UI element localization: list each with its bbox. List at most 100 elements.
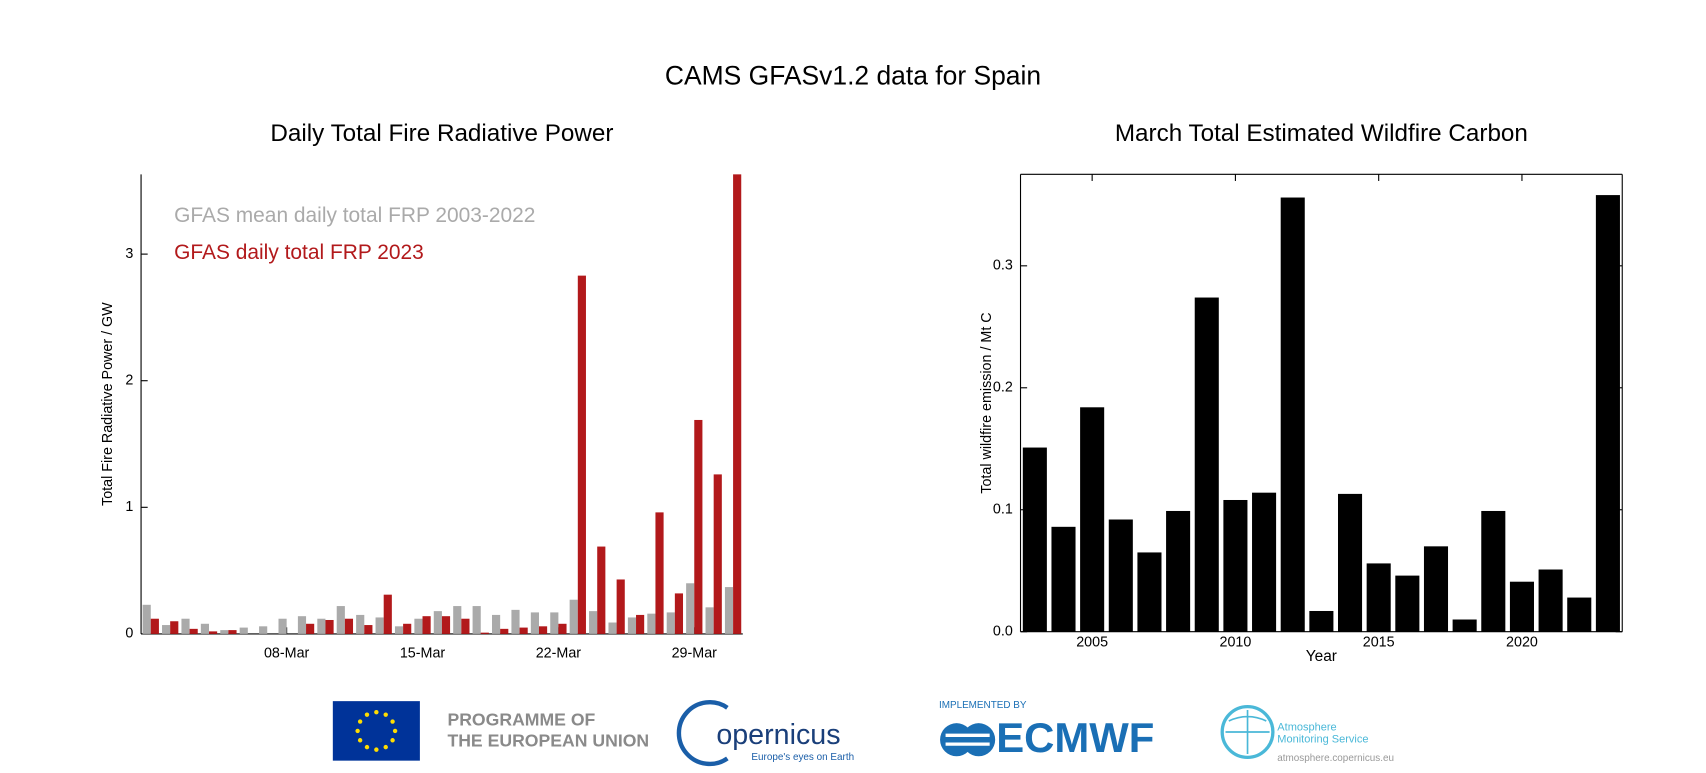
- chart-title: March Total Estimated Wildfire Carbon: [1115, 120, 1528, 147]
- bar: [162, 625, 171, 634]
- eu-text: PROGRAMME OF: [447, 710, 595, 730]
- y-tick-label: 0: [125, 626, 133, 642]
- bar: [705, 607, 714, 634]
- bar: [403, 623, 412, 634]
- bar: [228, 630, 237, 634]
- bar: [383, 594, 392, 634]
- copernicus-swoosh: [676, 700, 729, 767]
- bar: [317, 618, 326, 634]
- eu-star: [374, 747, 379, 752]
- cams-globe: [1220, 704, 1275, 759]
- cams-text: Monitoring Service: [1277, 734, 1368, 746]
- bar: [200, 623, 210, 634]
- eu-star: [390, 738, 395, 743]
- bar: [500, 628, 509, 634]
- bar: [278, 618, 287, 634]
- bar: [569, 599, 578, 634]
- eu-star: [364, 744, 370, 750]
- bar: [538, 626, 548, 634]
- bar: [608, 622, 617, 634]
- eu-star: [357, 719, 363, 724]
- bar: [1395, 575, 1420, 632]
- y-axis-label: Total wildfire emission / Mt C: [979, 312, 995, 493]
- bar: [472, 606, 481, 634]
- bar: [461, 618, 470, 634]
- eu-stars: [355, 709, 398, 752]
- x-tick-label: 22-Mar: [536, 646, 582, 662]
- bar: [189, 628, 198, 634]
- bar: [297, 616, 307, 634]
- bar: [492, 614, 501, 634]
- bar: [558, 623, 567, 634]
- bar: [655, 512, 664, 634]
- x-tick-label: 15-Mar: [400, 646, 446, 662]
- bar: [325, 619, 334, 634]
- eu-star: [364, 712, 370, 717]
- bar: [647, 613, 656, 634]
- bar: [239, 627, 248, 634]
- ecmwf-implemented: IMPLEMENTED BY: [939, 700, 1027, 711]
- bar: [1080, 407, 1105, 632]
- bar: [1166, 510, 1191, 632]
- bar: [627, 617, 637, 634]
- bar: [150, 618, 159, 634]
- bar: [589, 611, 598, 634]
- bar: [1223, 499, 1248, 632]
- bar: [453, 606, 462, 634]
- bar: [414, 618, 423, 634]
- y-tick-label: 0.1: [993, 502, 1013, 518]
- bar: [394, 626, 404, 634]
- legend-label: GFAS mean daily total FRP 2003-2022: [174, 204, 535, 227]
- bar: [1452, 619, 1477, 632]
- footer: PROGRAMME OF THE EUROPEAN UNION opernicu…: [332, 700, 1394, 767]
- bar: [1538, 569, 1563, 632]
- bar: [1595, 195, 1620, 632]
- ecmwf-logo: ECMWF: [996, 714, 1154, 761]
- bar: [356, 614, 365, 634]
- eu-star: [374, 709, 379, 715]
- bar: [433, 611, 442, 634]
- bar: [724, 587, 734, 634]
- copernicus-logo: opernicus: [716, 719, 840, 751]
- bar: [519, 627, 528, 634]
- bar: [1509, 581, 1534, 632]
- bar: [220, 630, 229, 634]
- bar: [550, 612, 559, 634]
- eu-text: THE EUROPEAN UNION: [447, 731, 649, 751]
- bar: [480, 632, 489, 634]
- bar: [441, 616, 451, 634]
- cams-url: atmosphere.copernicus.eu: [1277, 753, 1394, 764]
- x-tick-label: 29-Mar: [672, 646, 718, 662]
- bar: [306, 623, 315, 634]
- bar: [1366, 563, 1391, 632]
- y-tick-label: 1: [125, 499, 133, 515]
- x-tick-label: 08-Mar: [264, 646, 310, 662]
- copernicus-tagline: Europe's eyes on Earth: [751, 752, 854, 763]
- bar: [1567, 597, 1592, 632]
- bar: [375, 617, 384, 634]
- bar: [1280, 197, 1305, 632]
- x-tick-label: 2010: [1219, 635, 1251, 651]
- ecmwf-mark: [945, 733, 990, 746]
- bar: [686, 583, 695, 634]
- bar: [1252, 492, 1277, 632]
- bar: [597, 546, 606, 634]
- ecmwf-mark: [962, 723, 996, 757]
- y-tick-label: 0.3: [993, 258, 1013, 274]
- bar: [1022, 447, 1047, 632]
- bar: [1194, 297, 1219, 632]
- bar: [1137, 552, 1162, 632]
- bar: [422, 616, 431, 634]
- y-tick-label: 3: [125, 246, 133, 262]
- bar: [694, 419, 703, 634]
- bar: [259, 626, 268, 634]
- bar: [1337, 493, 1363, 632]
- bar: [170, 621, 179, 634]
- bar: [1051, 526, 1076, 632]
- cams-globe: [1225, 709, 1270, 755]
- bar: [530, 612, 539, 634]
- bar: [1108, 519, 1133, 632]
- bar: [181, 618, 190, 634]
- bar: [674, 593, 684, 634]
